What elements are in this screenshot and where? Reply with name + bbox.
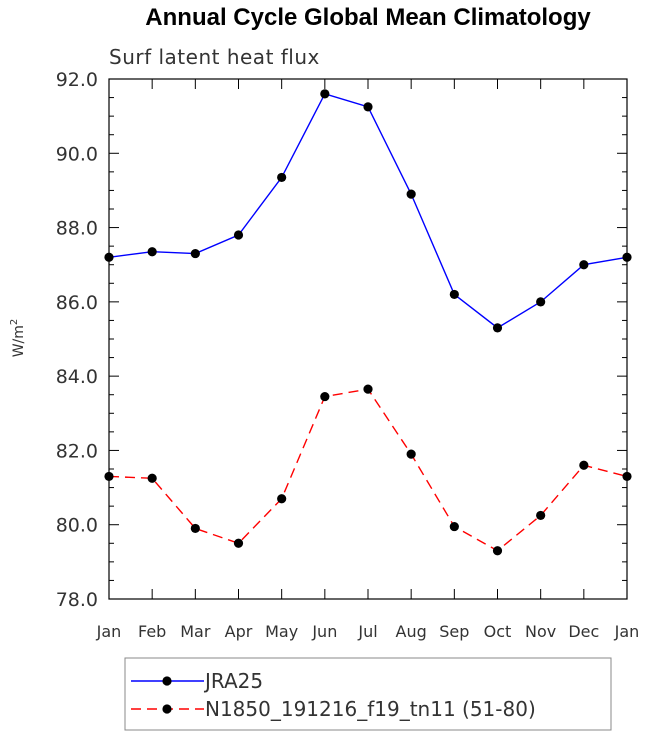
x-tick-label: Sep: [439, 622, 469, 641]
y-tick-label: 90.0: [56, 143, 98, 165]
data-point: [104, 252, 114, 262]
x-tick-label: May: [265, 622, 298, 641]
data-point: [406, 189, 416, 199]
data-point: [622, 252, 632, 262]
data-point: [190, 248, 200, 259]
data-point: [320, 391, 330, 402]
y-tick-label: 82.0: [56, 440, 98, 462]
chart-subtitle: Surf latent heat flux: [109, 45, 320, 69]
data-point: [536, 297, 546, 307]
data-point: [622, 471, 632, 482]
x-tick-label: Jan: [614, 622, 640, 641]
chart-title: Annual Cycle Global Mean Climatology: [145, 4, 591, 31]
legend-item-1: JRA25: [131, 669, 263, 693]
series-line: [108, 93, 628, 329]
y-axis-label: W/m2: [9, 319, 27, 358]
x-tick-label: Apr: [225, 622, 253, 641]
legend-marker: [162, 676, 172, 686]
plot-area: 78.0 80.0 82.0 84.0 86.0 88.0 90.0 92.0 Jan Feb M…: [56, 69, 640, 641]
x-tick-label: Jul: [357, 622, 377, 641]
data-point: [233, 538, 244, 548]
data-point: [147, 473, 157, 483]
data-point: [449, 289, 459, 300]
data-point: [147, 247, 157, 257]
x-tick-label: Oct: [484, 622, 512, 641]
data-point: [579, 260, 589, 270]
legend-box: [124, 657, 612, 731]
y-tick-label: 86.0: [56, 292, 98, 314]
y-tick-label: 80.0: [56, 515, 98, 537]
y-tick-label: 88.0: [56, 218, 98, 240]
y-tick-label: 92.0: [56, 69, 98, 91]
series-1: [104, 89, 632, 333]
legend-marker: [162, 704, 172, 714]
x-tick-label: Mar: [180, 622, 211, 641]
series-2: [104, 384, 632, 556]
series-line: [108, 388, 628, 552]
legend-items: JRA25 N1850_191216_f19_tn11 (51-80): [131, 669, 536, 721]
data-point: [363, 102, 373, 112]
x-tick-label: Dec: [568, 622, 599, 641]
y-tick-label: 78.0: [56, 589, 98, 611]
data-point: [277, 494, 287, 504]
data-point: [406, 449, 416, 459]
data-point: [449, 521, 459, 532]
data-point: [579, 460, 589, 470]
x-tick-label: Feb: [138, 622, 166, 641]
data-point: [492, 546, 503, 556]
x-tick-label: Aug: [396, 622, 427, 641]
x-tick-labels: Jan Feb Mar Apr May Jun Jul Aug Sep Oct Nov Dec Jan: [96, 622, 640, 641]
data-point: [536, 510, 546, 521]
y-tick-labels: 78.0 80.0 82.0 84.0 86.0 88.0 90.0 92.0: [56, 69, 98, 611]
series-layer: [104, 89, 632, 556]
data-point: [233, 230, 244, 240]
x-tick-label: Nov: [525, 622, 556, 641]
legend: JRA25 N1850_191216_f19_tn11 (51-80): [124, 657, 612, 731]
data-point: [104, 471, 114, 482]
x-tick-label: Jan: [96, 622, 122, 641]
legend-label: N1850_191216_f19_tn11 (51-80): [205, 697, 536, 721]
legend-item-2: N1850_191216_f19_tn11 (51-80): [131, 697, 536, 721]
y-tick-label: 84.0: [56, 366, 98, 388]
legend-label: JRA25: [203, 669, 263, 693]
data-point: [363, 384, 373, 394]
axis-ticks: [108, 78, 628, 600]
y-axis-label-unit: W/m: [11, 325, 27, 357]
x-tick-label: Jun: [311, 622, 337, 641]
data-point: [492, 323, 503, 333]
data-point: [277, 172, 287, 183]
data-point: [320, 89, 330, 99]
plot-frame: [108, 78, 628, 600]
y-axis-label-exponent: 2: [9, 319, 20, 325]
data-point: [190, 523, 200, 534]
